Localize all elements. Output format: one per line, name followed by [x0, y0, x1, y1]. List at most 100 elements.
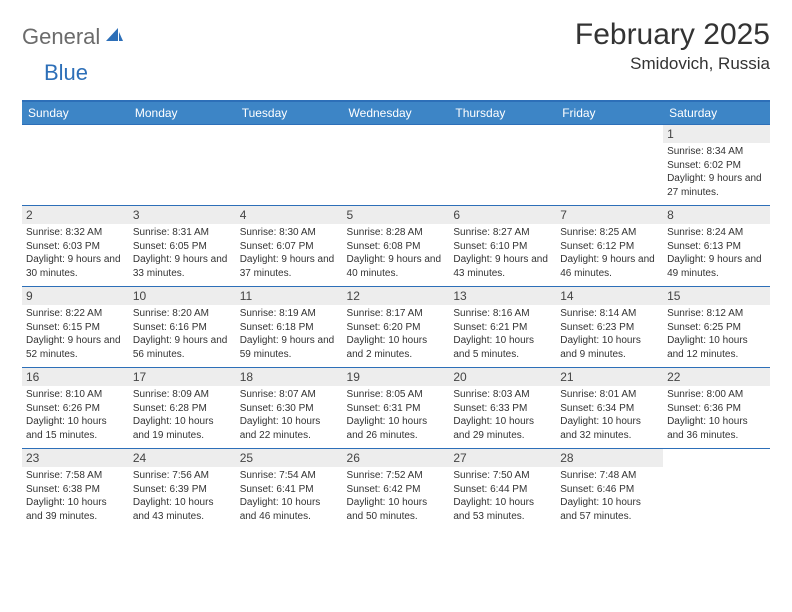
- day-number: 1: [663, 125, 770, 143]
- day-details: Sunrise: 8:09 AMSunset: 6:28 PMDaylight:…: [133, 388, 232, 442]
- calendar-cell: 19 Sunrise: 8:05 AMSunset: 6:31 PMDayligh…: [343, 368, 450, 449]
- calendar-cell-blank: [663, 449, 770, 530]
- weekday-header: Friday: [556, 102, 663, 125]
- day-details: Sunrise: 7:52 AMSunset: 6:42 PMDaylight:…: [347, 469, 446, 523]
- calendar-cell: 23 Sunrise: 7:58 AMSunset: 6:38 PMDayligh…: [22, 449, 129, 530]
- day-details: Sunrise: 7:54 AMSunset: 6:41 PMDaylight:…: [240, 469, 339, 523]
- day-details: Sunrise: 8:05 AMSunset: 6:31 PMDaylight:…: [347, 388, 446, 442]
- calendar-row: 16 Sunrise: 8:10 AMSunset: 6:26 PMDayligh…: [22, 368, 770, 449]
- day-number: 14: [556, 287, 663, 305]
- day-number: 10: [129, 287, 236, 305]
- day-number: 26: [343, 449, 450, 467]
- calendar-cell: 26 Sunrise: 7:52 AMSunset: 6:42 PMDayligh…: [343, 449, 450, 530]
- day-details: Sunrise: 8:32 AMSunset: 6:03 PMDaylight:…: [26, 226, 125, 280]
- day-number: 24: [129, 449, 236, 467]
- day-details: Sunrise: 8:27 AMSunset: 6:10 PMDaylight:…: [453, 226, 552, 280]
- day-number: 5: [343, 206, 450, 224]
- day-details: Sunrise: 8:12 AMSunset: 6:25 PMDaylight:…: [667, 307, 766, 361]
- weekday-header: Tuesday: [236, 102, 343, 125]
- calendar-cell: 14 Sunrise: 8:14 AMSunset: 6:23 PMDayligh…: [556, 287, 663, 368]
- logo-text-general: General: [22, 24, 100, 50]
- calendar-cell-blank: [129, 125, 236, 206]
- calendar-cell: 7 Sunrise: 8:25 AMSunset: 6:12 PMDaylight…: [556, 206, 663, 287]
- calendar-cell-blank: [343, 125, 450, 206]
- day-number: 2: [22, 206, 129, 224]
- day-details: Sunrise: 8:10 AMSunset: 6:26 PMDaylight:…: [26, 388, 125, 442]
- weekday-header: Wednesday: [343, 102, 450, 125]
- calendar-cell: 20 Sunrise: 8:03 AMSunset: 6:33 PMDayligh…: [449, 368, 556, 449]
- day-details: Sunrise: 8:19 AMSunset: 6:18 PMDaylight:…: [240, 307, 339, 361]
- calendar-cell: 12Sunrise: 8:17 AMSunset: 6:20 PMDayligh…: [343, 287, 450, 368]
- day-details: Sunrise: 7:48 AMSunset: 6:46 PMDaylight:…: [560, 469, 659, 523]
- day-details: Sunrise: 7:58 AMSunset: 6:38 PMDaylight:…: [26, 469, 125, 523]
- day-details: Sunrise: 8:24 AMSunset: 6:13 PMDaylight:…: [667, 226, 766, 280]
- day-number: 22: [663, 368, 770, 386]
- calendar-row: 9 Sunrise: 8:22 AMSunset: 6:15 PMDaylight…: [22, 287, 770, 368]
- day-number: 25: [236, 449, 343, 467]
- calendar-row: 2 Sunrise: 8:32 AMSunset: 6:03 PMDaylight…: [22, 206, 770, 287]
- calendar-cell: 27 Sunrise: 7:50 AMSunset: 6:44 PMDayligh…: [449, 449, 556, 530]
- calendar-cell: 11 Sunrise: 8:19 AMSunset: 6:18 PMDayligh…: [236, 287, 343, 368]
- day-number: 4: [236, 206, 343, 224]
- logo: General: [22, 18, 104, 50]
- day-details: Sunrise: 8:30 AMSunset: 6:07 PMDaylight:…: [240, 226, 339, 280]
- day-number: 27: [449, 449, 556, 467]
- day-details: Sunrise: 8:07 AMSunset: 6:30 PMDaylight:…: [240, 388, 339, 442]
- calendar-cell: 28 Sunrise: 7:48 AMSunset: 6:46 PMDayligh…: [556, 449, 663, 530]
- month-title: February 2025: [575, 18, 770, 52]
- day-number: 23: [22, 449, 129, 467]
- day-number: 6: [449, 206, 556, 224]
- calendar-cell: 17Sunrise: 8:09 AMSunset: 6:28 PMDayligh…: [129, 368, 236, 449]
- calendar-cell: 2 Sunrise: 8:32 AMSunset: 6:03 PMDaylight…: [22, 206, 129, 287]
- calendar-cell-blank: [449, 125, 556, 206]
- calendar-cell: 6 Sunrise: 8:27 AMSunset: 6:10 PMDaylight…: [449, 206, 556, 287]
- calendar-cell: 8Sunrise: 8:24 AMSunset: 6:13 PMDaylight…: [663, 206, 770, 287]
- calendar-cell-blank: [556, 125, 663, 206]
- day-number: 20: [449, 368, 556, 386]
- day-number: 15: [663, 287, 770, 305]
- day-number: 11: [236, 287, 343, 305]
- day-number: 3: [129, 206, 236, 224]
- calendar-head: SundayMondayTuesdayWednesdayThursdayFrid…: [22, 102, 770, 125]
- day-number: 9: [22, 287, 129, 305]
- calendar-cell: 10 Sunrise: 8:20 AMSunset: 6:16 PMDayligh…: [129, 287, 236, 368]
- day-details: Sunrise: 8:25 AMSunset: 6:12 PMDaylight:…: [560, 226, 659, 280]
- calendar-cell: 22 Sunrise: 8:00 AMSunset: 6:36 PMDayligh…: [663, 368, 770, 449]
- day-number: 19: [343, 368, 450, 386]
- calendar-cell: 4 Sunrise: 8:30 AMSunset: 6:07 PMDaylight…: [236, 206, 343, 287]
- calendar-body: 1 Sunrise: 8:34 AMSunset: 6:02 PMDaylight…: [22, 125, 770, 530]
- day-details: Sunrise: 8:20 AMSunset: 6:16 PMDaylight:…: [133, 307, 232, 361]
- day-number: 16: [22, 368, 129, 386]
- day-details: Sunrise: 7:50 AMSunset: 6:44 PMDaylight:…: [453, 469, 552, 523]
- day-details: Sunrise: 8:01 AMSunset: 6:34 PMDaylight:…: [560, 388, 659, 442]
- calendar-cell-blank: [236, 125, 343, 206]
- calendar-cell: 24 Sunrise: 7:56 AMSunset: 6:39 PMDayligh…: [129, 449, 236, 530]
- weekday-header: Thursday: [449, 102, 556, 125]
- day-number: 21: [556, 368, 663, 386]
- day-details: Sunrise: 8:16 AMSunset: 6:21 PMDaylight:…: [453, 307, 552, 361]
- calendar-cell: 5 Sunrise: 8:28 AMSunset: 6:08 PMDaylight…: [343, 206, 450, 287]
- day-details: Sunrise: 7:56 AMSunset: 6:39 PMDaylight:…: [133, 469, 232, 523]
- weekday-header: Sunday: [22, 102, 129, 125]
- calendar-table: SundayMondayTuesdayWednesdayThursdayFrid…: [22, 102, 770, 529]
- day-details: Sunrise: 8:03 AMSunset: 6:33 PMDaylight:…: [453, 388, 552, 442]
- day-details: Sunrise: 8:34 AMSunset: 6:02 PMDaylight:…: [667, 145, 766, 199]
- calendar-cell: 3 Sunrise: 8:31 AMSunset: 6:05 PMDaylight…: [129, 206, 236, 287]
- weekday-header: Saturday: [663, 102, 770, 125]
- calendar-cell: 13Sunrise: 8:16 AMSunset: 6:21 PMDayligh…: [449, 287, 556, 368]
- calendar-cell: 15 Sunrise: 8:12 AMSunset: 6:25 PMDayligh…: [663, 287, 770, 368]
- day-number: 7: [556, 206, 663, 224]
- day-details: Sunrise: 8:31 AMSunset: 6:05 PMDaylight:…: [133, 226, 232, 280]
- day-details: Sunrise: 8:22 AMSunset: 6:15 PMDaylight:…: [26, 307, 125, 361]
- day-details: Sunrise: 8:28 AMSunset: 6:08 PMDaylight:…: [347, 226, 446, 280]
- calendar-cell-blank: [22, 125, 129, 206]
- day-number: 18: [236, 368, 343, 386]
- calendar-row: 23 Sunrise: 7:58 AMSunset: 6:38 PMDayligh…: [22, 449, 770, 530]
- calendar-cell: 16 Sunrise: 8:10 AMSunset: 6:26 PMDayligh…: [22, 368, 129, 449]
- day-details: Sunrise: 8:00 AMSunset: 6:36 PMDaylight:…: [667, 388, 766, 442]
- day-number: 28: [556, 449, 663, 467]
- sail-icon: [104, 26, 124, 49]
- calendar-cell: 18 Sunrise: 8:07 AMSunset: 6:30 PMDayligh…: [236, 368, 343, 449]
- day-details: Sunrise: 8:14 AMSunset: 6:23 PMDaylight:…: [560, 307, 659, 361]
- calendar-cell: 1 Sunrise: 8:34 AMSunset: 6:02 PMDaylight…: [663, 125, 770, 206]
